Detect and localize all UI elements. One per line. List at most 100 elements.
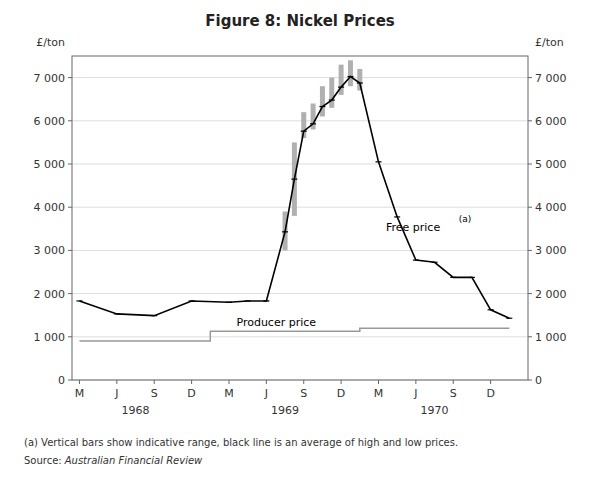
y2-tick-label: 7 000 <box>535 72 567 85</box>
y2-tick-label: 3 000 <box>535 244 567 257</box>
free-price-marker <box>319 106 325 107</box>
x-tick <box>303 380 304 384</box>
free-price-marker <box>291 179 297 180</box>
x-tick <box>378 380 379 384</box>
source-prefix: Source: <box>24 455 62 466</box>
free-price-marker <box>413 260 419 261</box>
annotation: Free price <box>386 221 440 234</box>
x-tick-label: S <box>151 387 158 400</box>
source: Australian Financial Review <box>64 455 203 466</box>
y-tick-label: 1 000 <box>34 331 66 344</box>
y2-tick <box>528 164 532 165</box>
free-price-marker <box>263 300 269 301</box>
y-tick-label: 2 000 <box>34 288 66 301</box>
x-tick-label: J <box>114 387 118 400</box>
free-price-marker <box>450 277 456 278</box>
x-tick-label: M <box>224 387 234 400</box>
x-tick <box>154 380 155 384</box>
y2-tick <box>528 250 532 251</box>
y2-tick <box>528 336 532 337</box>
free-price-marker <box>282 231 288 232</box>
y-tick-label: 3 000 <box>34 244 66 257</box>
grid-line <box>72 207 528 208</box>
plot-frame <box>72 56 528 380</box>
y-tick-label: 5 000 <box>34 158 66 171</box>
x-tick-label: D <box>187 387 195 400</box>
x-tick-label: M <box>75 387 85 400</box>
range-bar <box>329 78 334 108</box>
annotation: (a) <box>459 214 472 224</box>
y-axis-label: £/ton <box>36 36 65 49</box>
grid-line <box>72 250 528 251</box>
y-tick <box>68 336 72 337</box>
x-tick <box>341 380 342 384</box>
chart: Figure 8: Nickel Prices 0 1 000 2 000 3 000 4… <box>0 0 600 484</box>
free-price-marker <box>394 216 400 217</box>
x-tick <box>191 380 192 384</box>
grid-line <box>72 336 528 337</box>
y2-tick-label: 4 000 <box>535 201 567 214</box>
y2-tick-label: 2 000 <box>535 288 567 301</box>
y-tick <box>68 77 72 78</box>
annotation: Producer price <box>236 316 316 329</box>
y-tick <box>68 164 72 165</box>
x-tick-label: J <box>413 387 417 400</box>
y2-axis-label: £/ton <box>535 36 564 49</box>
x-tick <box>266 380 267 384</box>
free-price-marker <box>151 315 157 316</box>
y-tick <box>68 207 72 208</box>
free-price-marker <box>357 82 363 83</box>
x-tick-label: D <box>486 387 494 400</box>
note: (a) Vertical bars show indicative range,… <box>24 437 458 448</box>
x-tick <box>79 380 80 384</box>
free-price-marker <box>226 302 232 303</box>
y2-tick <box>528 120 532 121</box>
title: Figure 8: Nickel Prices <box>205 12 395 30</box>
free-price-marker <box>76 300 82 301</box>
x-tick <box>490 380 491 384</box>
x-year-label: 1970 <box>421 404 449 417</box>
y-tick <box>68 120 72 121</box>
x-tick-label: D <box>337 387 345 400</box>
y-tick <box>68 250 72 251</box>
free-price-marker <box>338 87 344 88</box>
y2-tick-label: 0 <box>535 374 542 387</box>
grid-line <box>72 164 528 165</box>
y2-tick <box>528 77 532 78</box>
y-tick-label: 7 000 <box>34 72 66 85</box>
free-price-marker <box>506 318 512 319</box>
free-price-marker <box>375 161 381 162</box>
x-tick-label: S <box>300 387 307 400</box>
range-bar <box>348 60 353 86</box>
free-price-marker <box>347 76 353 77</box>
free-price-marker <box>469 277 475 278</box>
grid-line <box>72 120 528 121</box>
free-price-marker <box>488 309 494 310</box>
grid-line <box>72 293 528 294</box>
y2-tick <box>528 380 532 381</box>
free-price-marker <box>189 300 195 301</box>
x-tick <box>415 380 416 384</box>
plot-area <box>76 60 512 341</box>
x-year-label: 1968 <box>122 404 150 417</box>
free-price-marker <box>245 300 251 301</box>
range-bar <box>292 142 297 215</box>
y-tick <box>68 293 72 294</box>
y2-tick-label: 1 000 <box>535 331 567 344</box>
x-tick <box>228 380 229 384</box>
x-tick-label: S <box>450 387 457 400</box>
free-price-marker <box>432 262 438 263</box>
range-bar <box>320 86 325 116</box>
free-price-marker <box>114 313 120 314</box>
free-price-marker <box>329 99 335 100</box>
producer-price-line <box>79 328 509 341</box>
y-tick-label: 6 000 <box>34 115 66 128</box>
x-tick-label: J <box>264 387 268 400</box>
grid-line <box>72 77 528 78</box>
y2-tick <box>528 293 532 294</box>
free-price-marker <box>301 131 307 132</box>
x-tick-label: M <box>374 387 384 400</box>
free-price-marker <box>310 123 316 124</box>
y-tick-label: 0 <box>58 374 65 387</box>
y2-tick-label: 5 000 <box>535 158 567 171</box>
